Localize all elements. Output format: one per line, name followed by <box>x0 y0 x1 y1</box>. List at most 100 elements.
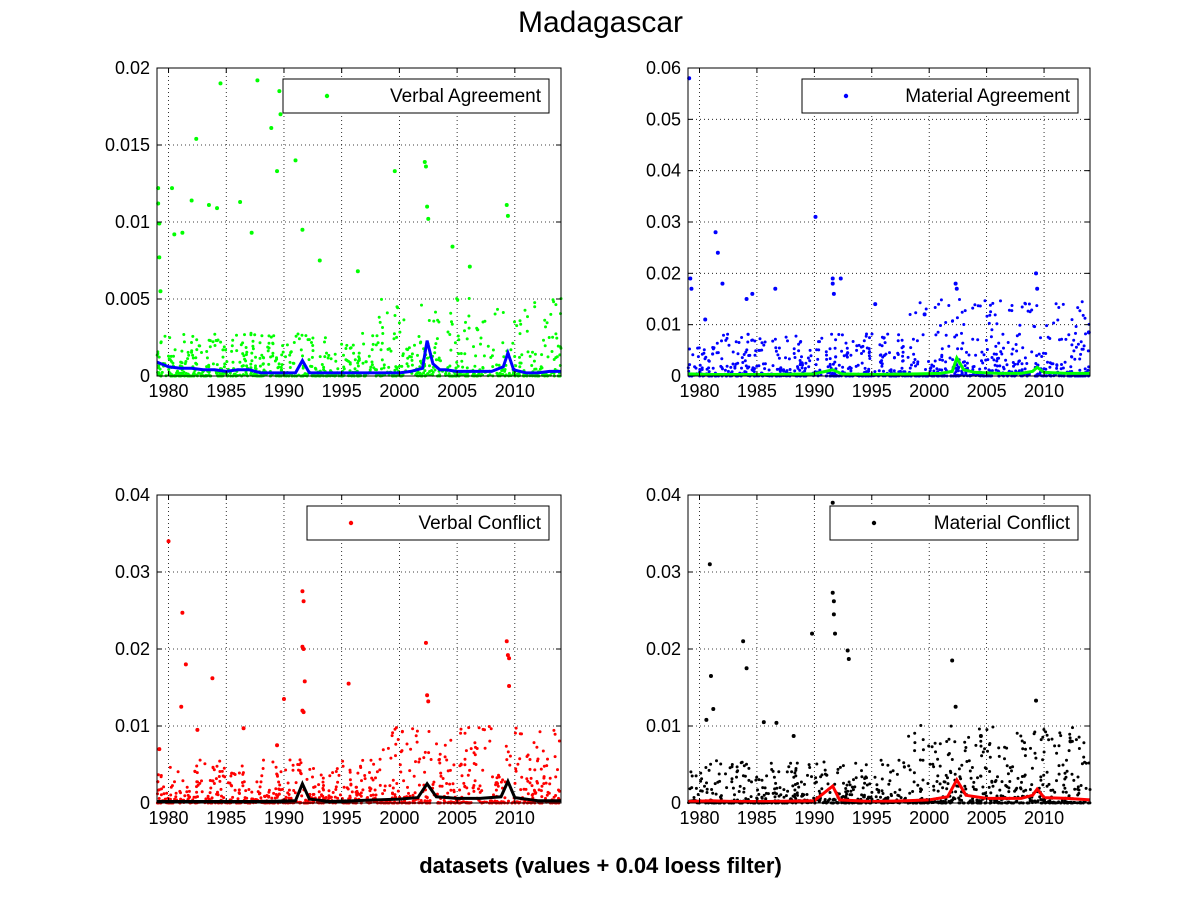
noise-point <box>771 364 775 368</box>
noise-point <box>1018 359 1021 363</box>
noise-point <box>465 366 469 370</box>
noise-point <box>446 769 450 773</box>
noise-point <box>348 362 352 366</box>
noise-point <box>995 322 999 326</box>
noise-point <box>824 350 828 354</box>
noise-point <box>944 321 948 324</box>
noise-point <box>544 781 548 785</box>
noise-point <box>258 356 262 360</box>
noise-point <box>1044 352 1048 355</box>
noise-point <box>457 352 461 356</box>
noise-point <box>799 780 803 784</box>
noise-point <box>222 365 226 369</box>
noise-point <box>1010 352 1014 356</box>
noise-point <box>518 361 522 365</box>
noise-point <box>198 344 202 348</box>
noise-point <box>742 790 746 794</box>
noise-point <box>389 349 393 353</box>
noise-point <box>448 782 452 786</box>
noise-point <box>955 316 959 320</box>
noise-point <box>538 367 542 371</box>
noise-point <box>1014 343 1018 346</box>
noise-point <box>477 726 481 730</box>
noise-point <box>1078 309 1082 313</box>
noise-point <box>362 342 366 346</box>
noise-point <box>291 361 295 365</box>
noise-point <box>971 365 975 369</box>
noise-point <box>495 781 499 785</box>
noise-point <box>433 351 437 355</box>
noise-point <box>238 360 242 364</box>
noise-point <box>502 355 506 359</box>
noise-point <box>449 311 453 315</box>
noise-point <box>259 780 263 784</box>
noise-point <box>532 359 536 363</box>
noise-point <box>865 783 869 787</box>
noise-point <box>361 331 365 335</box>
noise-point <box>800 355 803 359</box>
noise-point <box>542 764 546 768</box>
noise-point <box>739 761 743 765</box>
noise-point <box>491 775 494 779</box>
noise-point <box>267 794 271 798</box>
noise-point <box>723 368 727 372</box>
noise-point <box>348 768 352 772</box>
noise-point <box>435 742 438 746</box>
noise-point <box>450 320 453 324</box>
noise-point <box>927 360 930 363</box>
noise-point <box>415 740 419 744</box>
noise-point <box>483 746 487 750</box>
noise-point <box>438 752 442 756</box>
noise-point <box>764 797 768 801</box>
y-tick-label: 0.02 <box>115 639 150 659</box>
noise-point <box>746 340 750 344</box>
data-point <box>707 562 712 567</box>
data-point <box>703 317 708 322</box>
y-tick-label: 0 <box>671 793 681 813</box>
noise-point <box>909 346 913 350</box>
noise-point <box>540 353 544 357</box>
data-point <box>831 612 836 617</box>
data-point <box>761 720 766 725</box>
noise-point <box>509 348 513 352</box>
noise-point <box>1057 744 1061 748</box>
noise-point <box>1001 332 1005 336</box>
noise-point <box>322 784 325 787</box>
noise-point <box>1087 365 1091 369</box>
data-point <box>831 291 836 296</box>
noise-point <box>1041 735 1045 739</box>
noise-point <box>253 372 257 376</box>
noise-point <box>426 356 429 360</box>
noise-point <box>519 322 523 326</box>
y-tick-label: 0.03 <box>646 212 681 232</box>
data-point <box>301 710 306 715</box>
noise-point <box>195 348 199 352</box>
noise-point <box>868 350 871 354</box>
noise-point <box>792 347 796 351</box>
noise-point <box>482 354 486 358</box>
noise-point <box>848 793 852 797</box>
noise-point <box>731 786 735 790</box>
noise-point <box>1015 349 1019 353</box>
noise-point <box>798 340 802 344</box>
noise-point <box>1078 368 1082 372</box>
noise-point <box>349 346 353 350</box>
noise-point <box>908 366 912 370</box>
noise-point <box>472 789 476 793</box>
noise-point <box>292 341 296 344</box>
noise-point <box>552 300 556 304</box>
noise-point <box>366 796 369 799</box>
noise-point <box>778 786 782 790</box>
noise-point <box>1067 333 1071 337</box>
figure-xlabel: datasets (values + 0.04 loess filter) <box>419 853 782 878</box>
noise-point <box>921 778 925 782</box>
noise-point <box>514 767 518 771</box>
noise-point <box>231 338 235 342</box>
data-point <box>838 276 843 281</box>
noise-point <box>167 368 171 371</box>
noise-point <box>481 320 485 324</box>
noise-point <box>491 365 495 369</box>
noise-point <box>287 793 291 796</box>
data-point <box>172 232 177 237</box>
noise-point <box>1084 332 1087 336</box>
